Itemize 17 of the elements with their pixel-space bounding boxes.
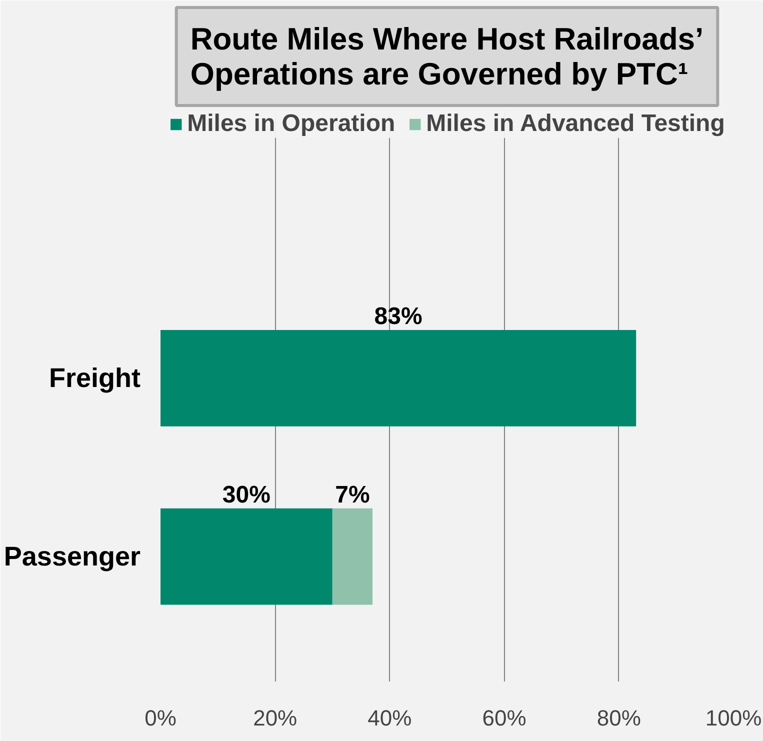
data-label: 83% xyxy=(374,302,422,330)
data-label: 7% xyxy=(335,481,370,508)
x-tick-label: 40% xyxy=(368,706,412,730)
chart-title: Route Miles Where Host Railroads’ Operations are Governed by PTC¹ xyxy=(190,22,704,92)
x-tick-label: 80% xyxy=(596,706,641,730)
bar xyxy=(160,330,636,426)
legend-label: Miles in Advanced Testing xyxy=(426,110,725,138)
bar xyxy=(332,508,373,605)
legend-label: Miles in Operation xyxy=(187,110,396,138)
x-tick-label: 100% xyxy=(705,706,762,730)
data-label: 30% xyxy=(222,481,270,508)
x-tick-label: 60% xyxy=(482,706,526,730)
bar xyxy=(160,508,332,605)
y-tick-label: Passenger xyxy=(4,542,141,572)
x-tick-label: 20% xyxy=(253,706,298,730)
y-tick-label: Freight xyxy=(49,363,141,394)
x-tick-label: 0% xyxy=(144,706,176,730)
